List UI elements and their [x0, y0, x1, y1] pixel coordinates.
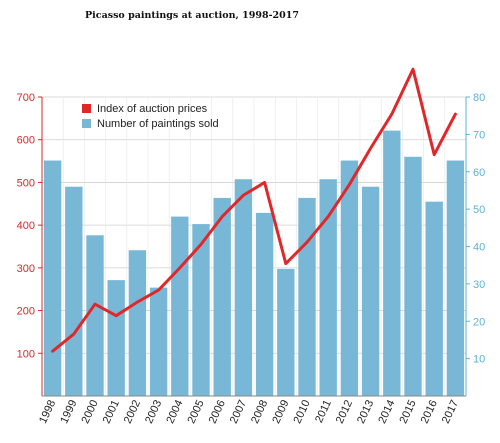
legend: Index of auction prices Number of paintin… [82, 103, 219, 130]
left-tick-label: 500 [17, 177, 35, 189]
x-tick-label: 2008 [249, 398, 270, 425]
legend-swatch-price-index [82, 104, 91, 113]
x-tick-label: 2015 [397, 398, 418, 425]
bar-2015 [404, 156, 422, 396]
price-index-polyline [51, 67, 457, 353]
bar-2002 [128, 250, 147, 396]
bar-2008 [255, 212, 274, 396]
bar-2005 [192, 224, 210, 396]
left-tick-label: 700 [17, 92, 35, 104]
left-tick-label: 100 [17, 348, 35, 360]
bar-2011 [319, 179, 337, 396]
x-tick-label: 2001 [101, 398, 122, 425]
x-tick-label: 2003 [143, 398, 164, 425]
bar-2012 [340, 160, 359, 396]
bar-2001 [107, 280, 125, 396]
grid-lines [41, 96, 467, 396]
x-tick-label: 2017 [440, 398, 461, 425]
bar-2014 [383, 130, 401, 396]
right-tick-label: 40 [473, 242, 485, 254]
right-tick-label: 50 [473, 204, 485, 216]
left-tick-label: 300 [17, 263, 35, 275]
left-tick-label: 600 [17, 135, 35, 147]
price-index-line [51, 67, 457, 353]
left-tick-label: 200 [17, 306, 35, 318]
x-tick-label: 2013 [355, 398, 376, 425]
bar-2010 [298, 197, 316, 396]
x-tick-label: 2012 [334, 398, 355, 425]
right-tick-label: 60 [473, 167, 485, 179]
right-tick-label: 30 [473, 279, 485, 291]
legend-swatch-paintings-sold [82, 119, 91, 128]
x-tick-label: 2011 [313, 398, 334, 425]
bar-2006 [213, 197, 231, 396]
x-tick-label: 2000 [79, 398, 100, 425]
x-tick-label: 2005 [185, 398, 206, 425]
bar-2017 [446, 160, 465, 396]
bar-1998 [43, 160, 62, 396]
legend-label-paintings-sold: Number of paintings sold [97, 118, 219, 130]
legend-label-price-index: Index of auction prices [97, 103, 208, 115]
x-tick-label: 2009 [270, 398, 291, 425]
bar-2004 [171, 216, 189, 396]
bar-2003 [149, 287, 168, 396]
bar-1999 [65, 186, 83, 396]
bar-2000 [86, 235, 104, 396]
x-tick-label: 2002 [122, 398, 143, 425]
right-tick-label: 10 [473, 354, 485, 366]
right-tick-label: 80 [473, 92, 485, 104]
x-tick-label: 2014 [376, 398, 397, 425]
x-tick-label: 1998 [37, 398, 58, 425]
x-tick-label: 2004 [164, 398, 185, 425]
right-tick-label: 20 [473, 316, 485, 328]
x-tick-label: 2016 [419, 398, 440, 425]
chart-title: Picasso paintings at auction, 1998-2017 [85, 10, 299, 21]
left-tick-label: 400 [17, 220, 35, 232]
bars [43, 130, 465, 396]
bar-2007 [234, 179, 253, 396]
x-tick-label: 1999 [58, 398, 79, 425]
x-tick-label: 2006 [207, 398, 228, 425]
x-tick-label: 2007 [228, 398, 249, 425]
bar-2016 [425, 201, 443, 396]
bar-2013 [361, 186, 380, 396]
right-tick-label: 70 [473, 129, 485, 141]
bar-2009 [277, 268, 295, 396]
x-tick-label: 2010 [291, 398, 312, 425]
